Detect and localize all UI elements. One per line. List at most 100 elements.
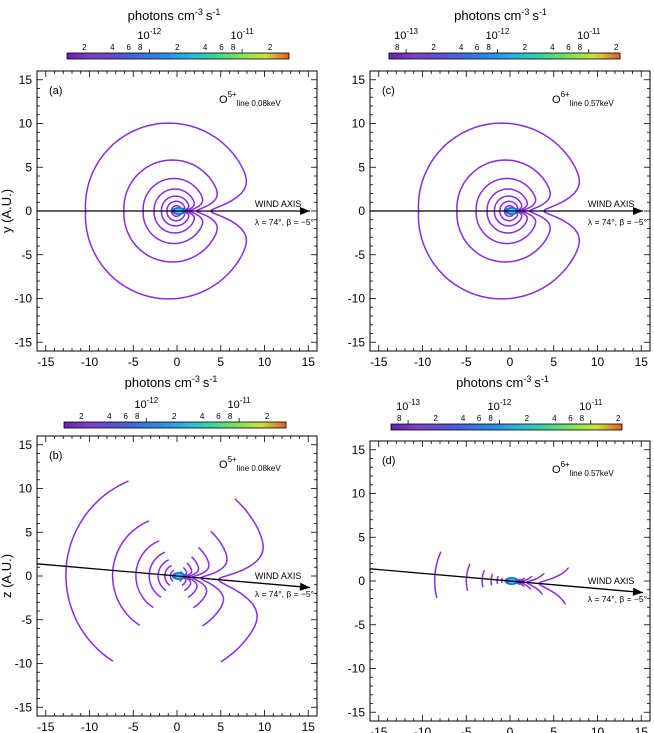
- x-tick-label: 10: [591, 355, 605, 369]
- x-tick-label: -15: [37, 720, 55, 733]
- x-tick-label: 5: [550, 355, 557, 369]
- x-tick-label: 15: [302, 720, 316, 733]
- colorbar-minor-label: 4: [107, 412, 112, 421]
- colorbar-decade-label: 10-12: [486, 27, 510, 42]
- colorbar-title: photons cm-3 s-1: [125, 374, 218, 390]
- colorbar-title: photons cm-3 s-1: [128, 7, 221, 23]
- colorbar: photons cm-3 s-110-12 10-112 4 6 8 2 4 6 8 2: [63, 374, 287, 429]
- y-tick-label: -5: [354, 618, 365, 632]
- x-tick-label: 15: [635, 725, 649, 733]
- y-tick-label: 10: [19, 482, 33, 496]
- colorbar-minor-label: 2: [265, 412, 270, 421]
- panel-d: photons cm-3 s-110-13 10-12 10-118 2 4 6 8 2 4 6 8 2…: [348, 374, 651, 733]
- panel-a: photons cm-3 s-110-12 10-112 4 6 8 2 4 6 8 2-15 -10…: [0, 7, 318, 369]
- y-tick-label: 5: [358, 160, 365, 174]
- panel-b: photons cm-3 s-110-12 10-112 4 6 8 2 4 6 8 2-15 -10…: [0, 374, 318, 733]
- colorbar-minor-label: 4: [110, 43, 115, 52]
- panel-letter: (b): [49, 450, 62, 462]
- y-tick-label: -15: [15, 335, 33, 349]
- x-tick-label: -5: [461, 355, 472, 369]
- y-axis-label: z (A.U.): [0, 554, 14, 598]
- colorbar-gradient: [388, 52, 621, 60]
- y-tick-label: 10: [19, 117, 33, 131]
- colorbar-minor-label: 6: [568, 414, 573, 423]
- colorbar: photons cm-3 s-110-13 10-12 10-118 2 4 6 8 2 4 6 8 2: [390, 374, 623, 431]
- colorbar-minor-label: 8: [135, 412, 140, 421]
- y-tick-label: 0: [25, 204, 32, 218]
- x-tick-label: -15: [370, 355, 388, 369]
- y-tick-label: 15: [19, 73, 33, 87]
- wind-axis-arrowhead: [299, 582, 310, 591]
- x-tick-label: 0: [174, 720, 181, 733]
- wind-params-label: λ = 74°, β = −5°: [588, 594, 647, 604]
- y-axis-label: y (A.U.): [0, 189, 14, 233]
- wind-axis-line: [370, 568, 644, 594]
- x-tick-label: -15: [37, 355, 55, 369]
- panel-letter: (c): [382, 85, 395, 97]
- colorbar-minor-label: 2: [172, 412, 177, 421]
- y-tick-label: -10: [348, 662, 366, 676]
- y-tick-label: 10: [352, 487, 366, 501]
- colorbar-minor-label: 4: [459, 43, 464, 52]
- x-tick-label: 5: [217, 355, 224, 369]
- colorbar-minor-label: 6: [216, 412, 221, 421]
- contour-layer: [370, 122, 643, 300]
- panel-letter: (a): [49, 85, 62, 97]
- colorbar-decade-label: 10-11: [577, 27, 601, 42]
- wind-params-label: λ = 74°, β = −5°: [255, 217, 314, 227]
- y-tick-label: -10: [15, 292, 33, 306]
- x-tick-label: 5: [217, 720, 224, 733]
- colorbar: photons cm-3 s-110-12 10-112 4 6 8 2 4 6 8 2: [66, 7, 290, 60]
- contour-layer: [37, 122, 310, 300]
- ion-line-label: O5+line 0.08keV: [219, 90, 281, 108]
- x-tick-label: 10: [258, 355, 272, 369]
- colorbar-minor-label: 6: [123, 412, 128, 421]
- panel-letter: (d): [382, 455, 395, 467]
- colorbar-minor-label: 2: [525, 414, 530, 423]
- wind-axis-arrowhead: [300, 207, 310, 215]
- colorbar-minor-label: 2: [268, 43, 273, 52]
- colorbar: photons cm-3 s-110-13 10-12 10-118 2 4 6 8 2 4 6 8 2: [388, 7, 621, 60]
- colorbar-minor-label: 8: [231, 43, 236, 52]
- x-tick-label: -15: [370, 725, 388, 733]
- colorbar-minor-label: 2: [433, 414, 438, 423]
- contour-layer: [37, 472, 311, 678]
- colorbar-minor-label: 2: [431, 43, 436, 52]
- y-tick-label: -5: [354, 248, 365, 262]
- y-tick-label: -15: [348, 335, 366, 349]
- panel-c: photons cm-3 s-110-13 10-12 10-118 2 4 6 8 2 4 6 8 2…: [348, 7, 651, 369]
- colorbar-decade-label: 10-12: [137, 27, 161, 42]
- wind-axis-label: WIND AXIS: [588, 199, 635, 209]
- colorbar-decade-label: 10-12: [488, 398, 512, 413]
- plot-area: -15 -10 -5 0 5 10 15 15 10 5 0 -5 -10 -15 WIND AXIS λ =…: [348, 70, 651, 369]
- colorbar-minor-label: 6: [126, 43, 131, 52]
- colorbar-minor-label: 4: [200, 412, 205, 421]
- colorbar-minor-label: 8: [138, 43, 143, 52]
- y-tick-label: 15: [352, 73, 366, 87]
- x-tick-label: 15: [635, 355, 649, 369]
- colorbar-decade-label: 10-11: [227, 396, 251, 411]
- colorbar-decade-label: 10-13: [394, 27, 418, 42]
- x-tick-label: -5: [461, 725, 472, 733]
- wind-axis-label: WIND AXIS: [588, 576, 635, 586]
- x-tick-label: 15: [302, 355, 316, 369]
- colorbar-minor-label: 6: [219, 43, 224, 52]
- colorbar-minor-label: 8: [488, 414, 493, 423]
- y-tick-label: 0: [358, 204, 365, 218]
- x-tick-label: 0: [507, 355, 514, 369]
- colorbar-minor-label: 4: [550, 43, 555, 52]
- y-tick-label: -15: [348, 705, 366, 719]
- y-tick-label: -15: [15, 700, 33, 714]
- y-tick-label: -5: [21, 613, 32, 627]
- x-tick-label: 0: [174, 355, 181, 369]
- y-tick-label: 5: [358, 530, 365, 544]
- colorbar-minor-label: 8: [228, 412, 233, 421]
- y-tick-label: 10: [352, 117, 366, 131]
- wind-axis-label: WIND AXIS: [255, 199, 302, 209]
- x-tick-label: -10: [414, 725, 432, 733]
- colorbar-gradient: [63, 421, 287, 429]
- colorbar-minor-label: 4: [461, 414, 466, 423]
